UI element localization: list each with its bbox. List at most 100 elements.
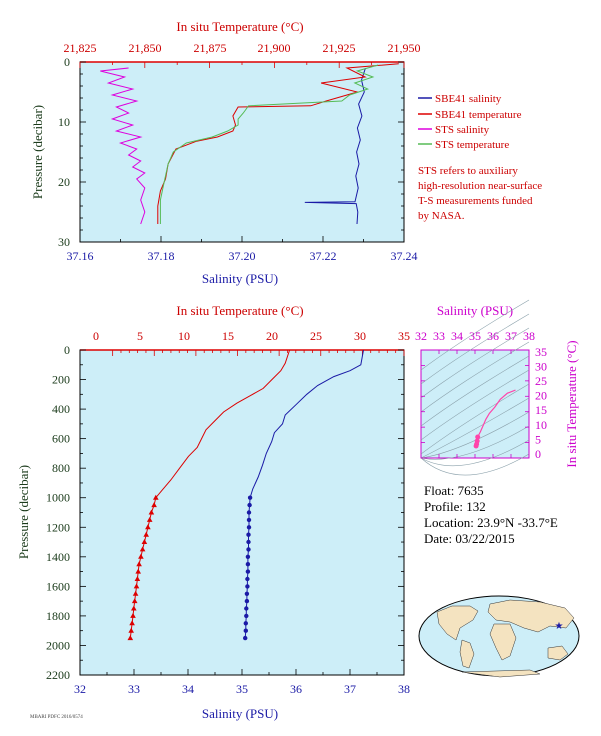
tick-label: 0	[64, 343, 70, 357]
tick-label: 25	[310, 329, 322, 343]
temperature-point	[131, 605, 137, 611]
salinity-point	[245, 562, 251, 567]
top-panel-bottom-tick-labels: 37.16 37.18 37.20 37.22 37.24	[67, 249, 418, 263]
temperature-point	[129, 620, 135, 626]
isopycnal-line	[420, 299, 530, 371]
salinity-point	[243, 635, 248, 641]
tick-label: 34	[451, 329, 463, 343]
tick-label: 0	[64, 55, 70, 69]
tick-label: 33	[433, 329, 445, 343]
world-map: ★	[418, 595, 580, 678]
note-line: T-S measurements funded	[418, 195, 533, 207]
sts-note: STS refers to auxiliary high-resolution …	[418, 165, 542, 222]
map-land-north-america	[436, 605, 479, 641]
salinity-point	[247, 495, 253, 500]
isopycnal-line	[420, 425, 530, 460]
isopycnal-line	[420, 355, 530, 427]
tick-label: 1200	[46, 520, 70, 534]
bottom-panel-top-tick-labels: 0 5 10 15 20 25 30 35	[93, 329, 410, 343]
tick-label: 36	[290, 682, 302, 696]
tick-label: 37	[344, 682, 356, 696]
temperature-point	[141, 539, 148, 544]
tick-label: 5	[535, 432, 541, 446]
ts-point	[474, 438, 480, 444]
top-panel-left-tick-labels: 0 10 20 30	[58, 55, 70, 249]
tick-label: 5	[137, 329, 143, 343]
sbe41-salinity-line	[304, 67, 366, 225]
salinity-point	[245, 576, 250, 582]
tick-label: 38	[398, 682, 410, 696]
tick-label: 10	[535, 418, 547, 432]
temperature-point	[134, 576, 141, 581]
ts-top-tick-labels: 32 33 34 35 36 37 38	[415, 329, 535, 343]
tick-label: 35	[469, 329, 481, 343]
temperature-point	[133, 583, 140, 589]
sbe41-temperature-line	[157, 63, 399, 224]
salinity-point	[244, 598, 250, 604]
tick-label: 30	[58, 235, 70, 249]
ts-right-axis-label: In situ Temperature (°C)	[564, 340, 579, 467]
date: Date: 03/22/2015	[424, 531, 515, 546]
isopycnal-line	[420, 313, 530, 385]
isopycnal-line	[420, 453, 530, 476]
tick-label: 21,825	[64, 41, 97, 55]
bottom-panel-left-axis-label: Pressure (decibar)	[16, 465, 31, 559]
ts-diagram-panel: Salinity (PSU) 32 33 34 35 36 37 38 0 5 …	[415, 299, 579, 476]
note-line: by NASA.	[418, 210, 465, 222]
tick-label: 21,925	[323, 41, 356, 55]
float-location-icon: ★	[555, 621, 564, 632]
tick-label: 37	[505, 329, 517, 343]
salinity-point	[245, 584, 250, 589]
isopycnal-line	[420, 383, 530, 455]
temperature-point	[135, 568, 141, 574]
bottom-panel-bottom-axis-label: Salinity (PSU)	[202, 706, 278, 721]
bottom-panel-top-axis-label: In situ Temperature (°C)	[176, 303, 303, 318]
tick-label: 37.16	[67, 249, 94, 263]
note-line: STS refers to auxiliary	[418, 165, 518, 177]
tick-label: 400	[52, 402, 70, 416]
temperature-point	[153, 494, 159, 500]
tick-label: 2200	[46, 668, 70, 682]
tick-label: 10	[178, 329, 190, 343]
tick-label: 35	[398, 329, 410, 343]
tick-label: 33	[128, 682, 140, 696]
temperature-point	[139, 546, 146, 552]
tick-label: 38	[523, 329, 535, 343]
tick-label: 21,950	[388, 41, 421, 55]
tick-label: 20	[266, 329, 278, 343]
temperature-point	[127, 635, 134, 641]
salinity-point	[243, 621, 248, 626]
bottom-panel-ticks	[79, 349, 405, 676]
top-panel-series	[100, 63, 399, 225]
temperature-point	[146, 516, 153, 522]
temperature-point	[151, 502, 157, 508]
map-land-eurasia	[487, 599, 575, 633]
top-panel-bottom-axis-label: Salinity (PSU)	[202, 271, 278, 286]
tick-label: 2000	[46, 639, 70, 653]
full-profile-panel: In situ Temperature (°C) 0 5 10 15 20 25…	[16, 303, 410, 721]
temperature-point	[143, 531, 149, 537]
temperature-point	[138, 553, 144, 559]
footer-stamp: MBARI PDFC 2016/0574	[30, 715, 83, 720]
salinity-point	[246, 525, 252, 530]
legend-label: SBE41 salinity	[435, 93, 502, 105]
ts-top-axis-label: Salinity (PSU)	[437, 303, 513, 318]
map-land-australia	[547, 645, 569, 661]
tick-label: 30	[535, 359, 547, 373]
salinity-point	[246, 510, 252, 515]
salinity-point	[243, 628, 248, 633]
bottom-panel-left-tick-labels: 0 200 400 600 800 1000 1200 1400 1600 18…	[46, 343, 70, 682]
tick-label: 800	[52, 461, 70, 475]
tick-label: 37.20	[229, 249, 256, 263]
isopycnal-line	[420, 341, 530, 413]
salinity-point	[244, 613, 249, 619]
profile-number: Profile: 132	[424, 499, 486, 514]
temperature-point	[128, 627, 134, 633]
tick-label: 1000	[46, 491, 70, 505]
tick-label: 32	[415, 329, 427, 343]
ts-series	[473, 389, 516, 449]
tick-label: 10	[58, 115, 70, 129]
map-land-antarctica	[461, 669, 541, 678]
tick-label: 1800	[46, 609, 70, 623]
map-land-south-america	[459, 639, 475, 669]
